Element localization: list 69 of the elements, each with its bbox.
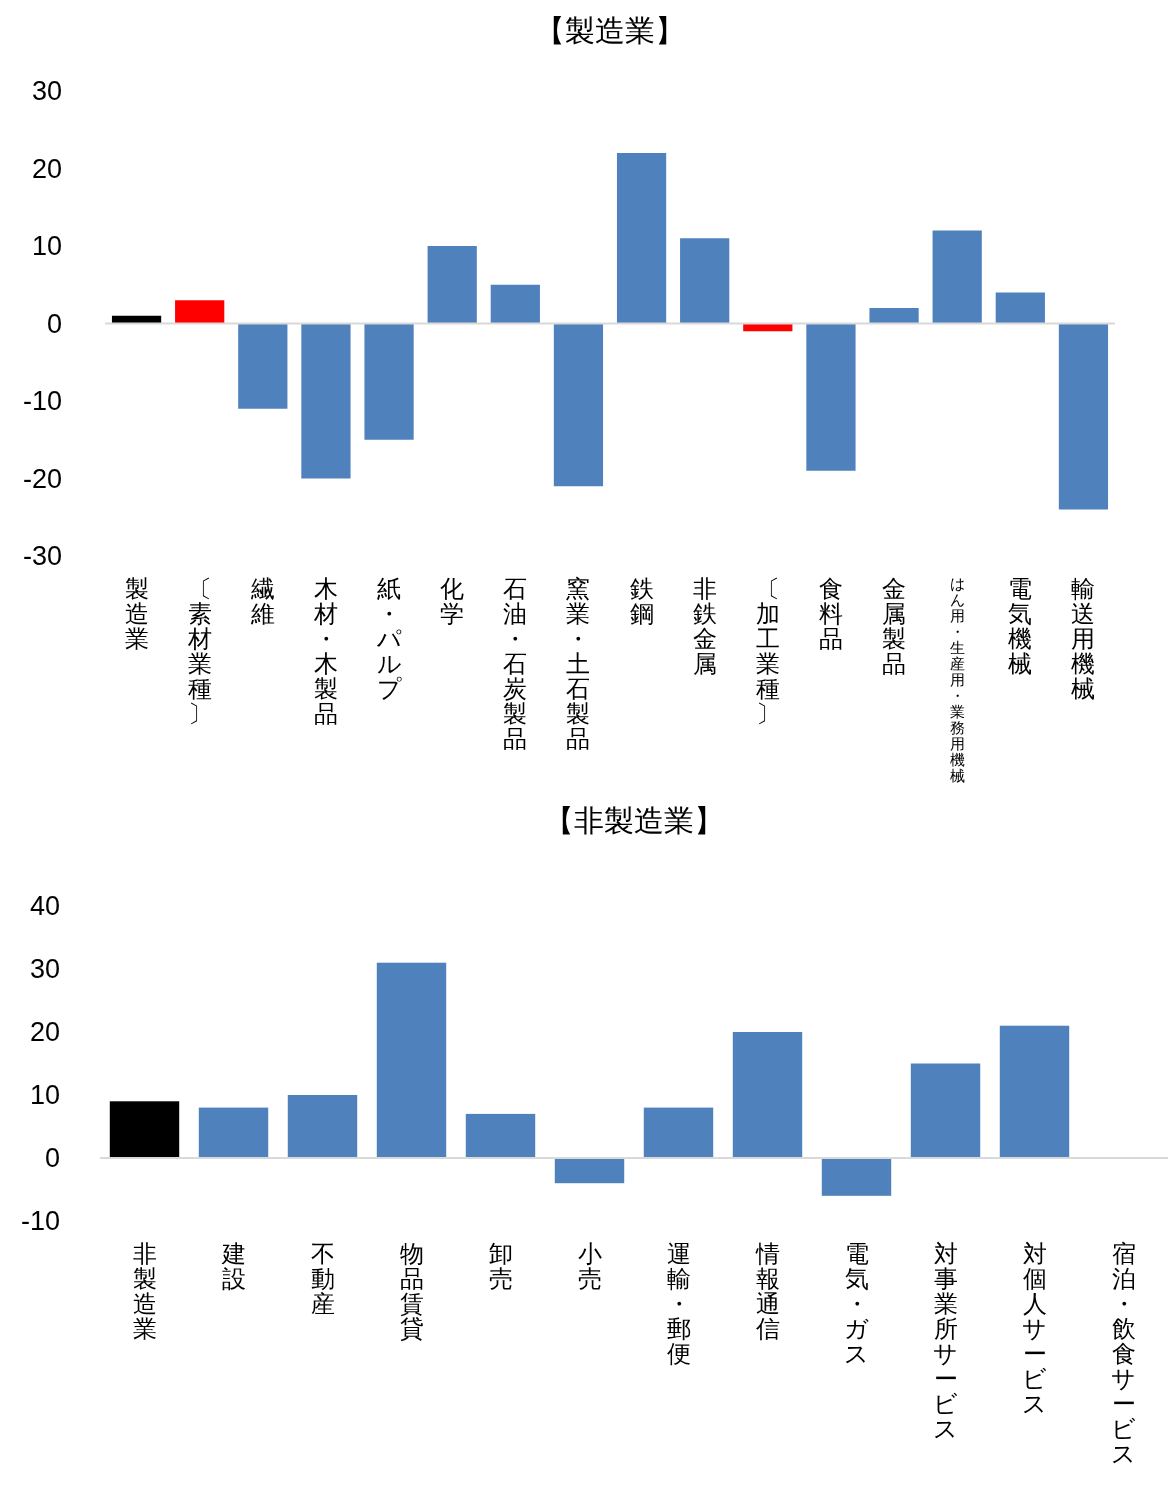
y-tick-label: 20: [31, 153, 62, 184]
x-tick-label: 非鉄金属: [692, 575, 717, 677]
bar: [490, 284, 540, 324]
y-tick-label: 10: [29, 1080, 60, 1110]
bar: [364, 323, 414, 440]
bar: [427, 246, 477, 324]
bar: [109, 1101, 180, 1158]
bar: [1058, 323, 1109, 510]
category-label: はん用・生産用・業務用機械: [949, 575, 965, 785]
bar: [680, 238, 730, 324]
x-tick-label: 繊維: [249, 575, 275, 627]
bar: [806, 323, 856, 471]
x-tick-label: 対個人サービス: [1022, 1240, 1047, 1417]
bar: [869, 308, 919, 324]
x-tick-label: 非製造業: [132, 1240, 157, 1342]
category-label: 宿泊・飲食サービス: [1111, 1240, 1136, 1467]
bar: [111, 315, 162, 324]
bar: [616, 153, 667, 324]
x-tick-label: 金属製品: [882, 575, 907, 677]
bar: [175, 300, 225, 324]
x-tick-label: 運輸・郵便: [666, 1240, 691, 1367]
bar: [238, 323, 288, 409]
bar: [643, 1107, 714, 1158]
x-tick-label: 輸送用機械: [1071, 575, 1096, 702]
bar: [301, 323, 351, 479]
bar: [932, 230, 982, 324]
x-tick-label: 電気機械: [1008, 575, 1033, 677]
y-tick-label: -30: [22, 541, 62, 571]
bar: [465, 1113, 536, 1158]
x-tick-label: 製造業: [124, 575, 149, 652]
x-tick-label: 建設: [220, 1240, 246, 1292]
x-tick-label: 〔加工業種〕: [755, 575, 780, 727]
y-tick-label: -10: [20, 1206, 60, 1236]
x-tick-label: 食料品: [818, 575, 843, 652]
x-tick-label: 物品賃貸: [399, 1240, 424, 1342]
chart-title: 【非製造業】: [544, 803, 724, 837]
bar: [910, 1063, 981, 1158]
x-tick-label: 窯業・土石製品: [566, 575, 591, 752]
x-tick-label: 情報通信: [754, 1240, 780, 1342]
x-tick-label: 紙・パルプ: [375, 575, 402, 702]
x-tick-label: 鉄鋼: [629, 575, 654, 627]
y-tick-label: -20: [22, 463, 62, 494]
y-tick-label: 10: [31, 231, 62, 261]
bar: [999, 1025, 1070, 1158]
bar: [376, 962, 447, 1158]
bar: [732, 1032, 803, 1158]
x-tick-label: 卸売: [488, 1240, 513, 1292]
y-tick-label: 30: [29, 954, 60, 984]
x-tick-label: 対事業所サービス: [933, 1240, 958, 1442]
x-tick-label: 木材・木製品: [312, 575, 338, 727]
x-tick-label: 〔素材業種〕: [186, 575, 212, 727]
y-tick-label: 30: [31, 76, 62, 106]
chart-title: 【製造業】: [535, 13, 685, 47]
y-tick-label: 0: [46, 308, 62, 339]
x-tick-label: 電気・ガス: [844, 1240, 869, 1367]
x-tick-label: 化学: [440, 575, 465, 627]
x-tick-label: 不動産: [310, 1240, 335, 1317]
y-tick-label: -10: [22, 386, 62, 416]
bar: [553, 323, 604, 487]
bar: [821, 1158, 892, 1196]
bar: [287, 1095, 358, 1158]
bar: [198, 1107, 269, 1158]
bar: [995, 292, 1045, 324]
y-tick-label: 0: [44, 1143, 60, 1173]
x-tick-label: 石油・石炭製品: [503, 575, 528, 752]
x-tick-label: 小売: [577, 1240, 602, 1292]
y-tick-label: 20: [29, 1017, 60, 1047]
y-tick-label: 40: [29, 891, 60, 921]
bar: [554, 1158, 625, 1184]
